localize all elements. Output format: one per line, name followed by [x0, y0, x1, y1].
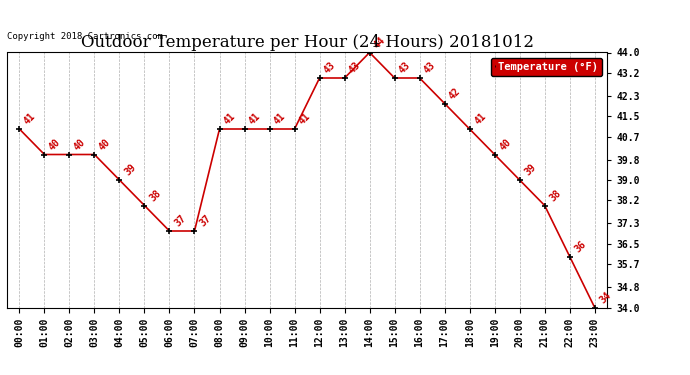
Text: 37: 37 [197, 213, 213, 229]
Text: 40: 40 [72, 137, 88, 152]
Text: 40: 40 [497, 137, 513, 152]
Text: 41: 41 [473, 111, 488, 127]
Text: 38: 38 [547, 188, 563, 203]
Text: 37: 37 [172, 213, 188, 229]
Text: Copyright 2018 Cartronics.com: Copyright 2018 Cartronics.com [7, 32, 163, 41]
Legend: Temperature (°F): Temperature (°F) [491, 58, 602, 76]
Text: 44: 44 [373, 35, 388, 50]
Text: 43: 43 [422, 60, 437, 76]
Text: 43: 43 [397, 60, 413, 76]
Text: 40: 40 [47, 137, 63, 152]
Text: 39: 39 [522, 162, 538, 178]
Text: 41: 41 [222, 111, 237, 127]
Text: 38: 38 [147, 188, 163, 203]
Text: 39: 39 [122, 162, 137, 178]
Text: 34: 34 [598, 290, 613, 305]
Text: 41: 41 [297, 111, 313, 127]
Title: Outdoor Temperature per Hour (24 Hours) 20181012: Outdoor Temperature per Hour (24 Hours) … [81, 34, 533, 51]
Text: 36: 36 [573, 239, 588, 254]
Text: 43: 43 [322, 60, 337, 76]
Text: 41: 41 [247, 111, 263, 127]
Text: 41: 41 [273, 111, 288, 127]
Text: 43: 43 [347, 60, 363, 76]
Text: 42: 42 [447, 86, 463, 101]
Text: 41: 41 [22, 111, 37, 127]
Text: 40: 40 [97, 137, 112, 152]
